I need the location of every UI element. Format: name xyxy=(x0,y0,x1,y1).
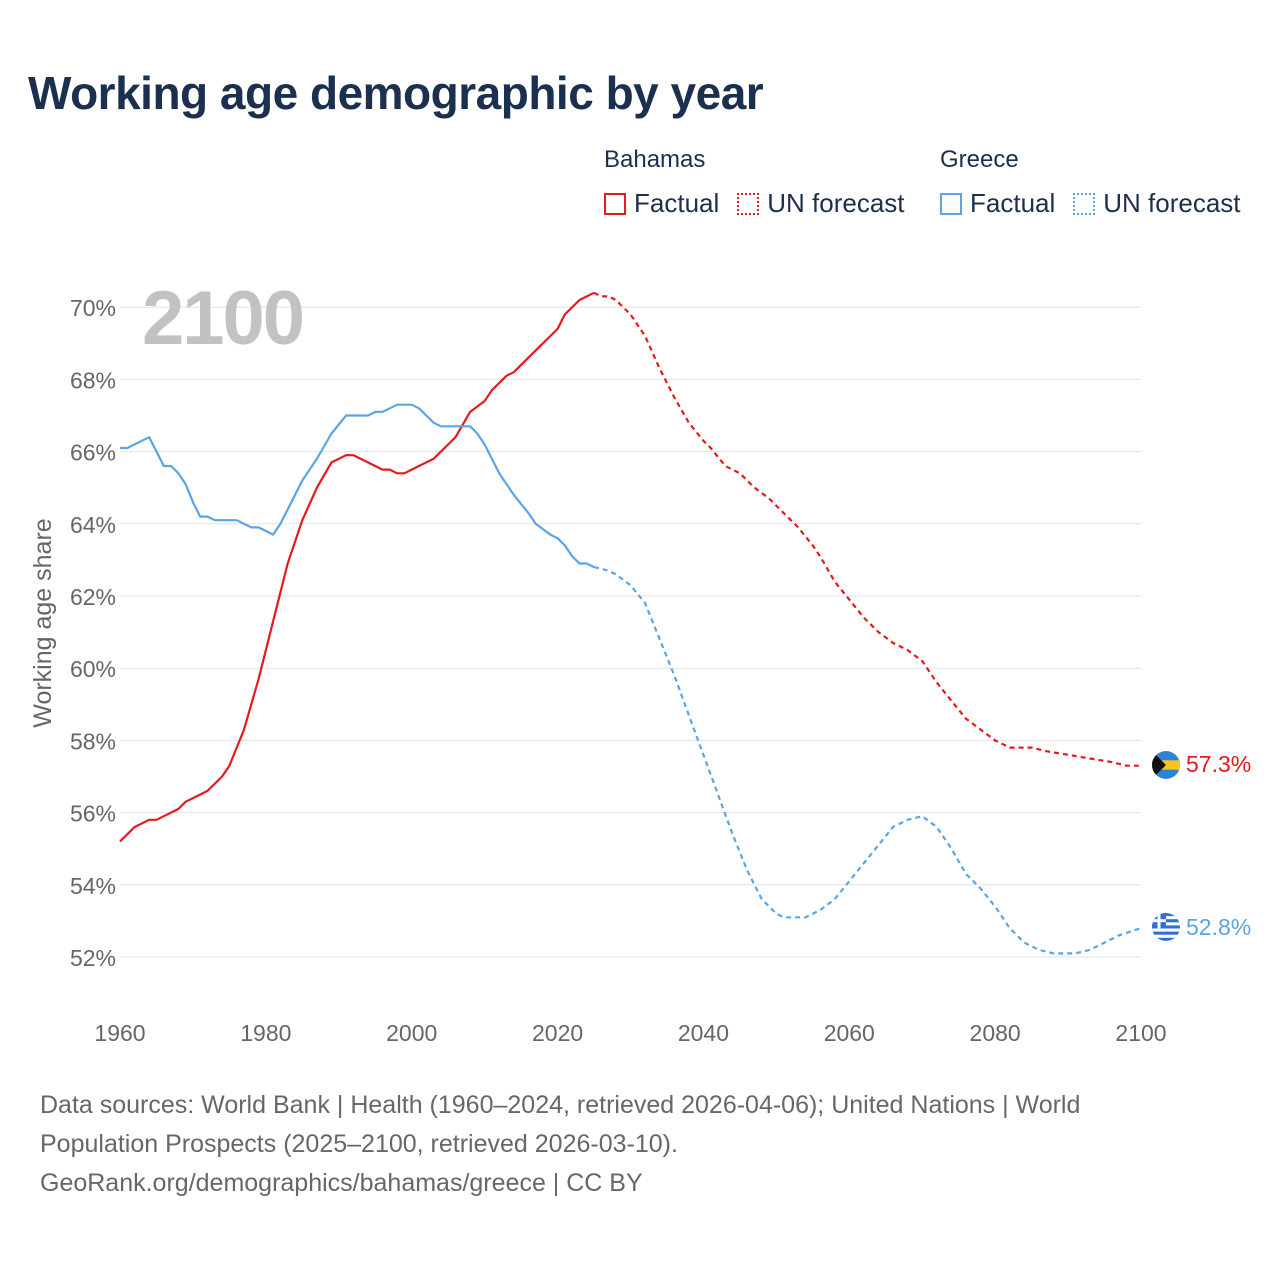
y-axis-label: Working age share xyxy=(29,518,57,727)
y-tick-label: 56% xyxy=(70,801,116,827)
legend-swatch-dotted-icon xyxy=(1073,192,1096,215)
y-tick-label: 70% xyxy=(70,295,116,321)
y-tick-label: 60% xyxy=(70,656,116,682)
legend-group-greece: Greece Factual UN forecast xyxy=(940,146,1259,219)
y-tick-label: 58% xyxy=(70,728,116,754)
end-label-greece: 52.8% xyxy=(1186,914,1251,940)
chart-title: Working age demographic by year xyxy=(28,67,764,119)
x-tick-label: 2040 xyxy=(678,1020,729,1046)
x-tick-label: 2020 xyxy=(532,1020,583,1046)
legend-country-greece: Greece xyxy=(940,146,1019,173)
legend-label: Factual xyxy=(970,188,1056,218)
series-line-bahamas-factual[interactable] xyxy=(119,291,595,843)
legend-country-bahamas: Bahamas xyxy=(604,146,706,173)
greece-flag-icon xyxy=(1152,913,1180,941)
source-link[interactable]: GeoRank.org/demographics/bahamas/greece … xyxy=(40,1169,643,1197)
y-tick-label: 64% xyxy=(70,512,116,538)
end-label-bahamas: 57.3% xyxy=(1186,751,1251,777)
legend-greece-forecast[interactable]: UN forecast xyxy=(1073,188,1241,219)
x-tick-label: 2060 xyxy=(824,1020,875,1046)
bahamas-flag-icon xyxy=(1152,751,1180,779)
legend-swatch-solid-icon xyxy=(604,192,626,215)
legend-swatch-solid-icon xyxy=(940,192,962,215)
y-tick-label: 68% xyxy=(70,367,116,393)
legend-label: Factual xyxy=(634,188,720,218)
series-line-bahamas-forecast[interactable] xyxy=(593,291,1141,767)
x-tick-label: 1980 xyxy=(240,1020,291,1046)
legend-group-bahamas: Bahamas Factual UN forecast xyxy=(604,146,923,219)
x-tick-label: 2080 xyxy=(970,1020,1021,1046)
y-tick-label: 62% xyxy=(70,584,116,610)
data-sources: Data sources: World Bank | Health (1960–… xyxy=(40,1086,1220,1203)
x-tick-label: 1960 xyxy=(94,1020,145,1046)
legend-swatch-dotted-icon xyxy=(737,192,760,215)
legend-label: UN forecast xyxy=(1103,188,1241,218)
x-tick-label: 2100 xyxy=(1115,1020,1166,1046)
source-line: Population Prospects (2025–2100, retriev… xyxy=(40,1130,678,1158)
y-tick-label: 52% xyxy=(70,945,116,971)
legend-greece-factual[interactable]: Factual xyxy=(940,188,1055,219)
y-tick-label: 54% xyxy=(70,873,116,899)
series-line-greece-forecast[interactable] xyxy=(593,566,1142,955)
source-line: Data sources: World Bank | Health (1960–… xyxy=(40,1091,1081,1119)
x-tick-label: 2000 xyxy=(386,1020,437,1046)
legend-bahamas-forecast[interactable]: UN forecast xyxy=(737,188,905,219)
year-watermark: 2100 xyxy=(142,276,303,361)
legend-bahamas-factual[interactable]: Factual xyxy=(604,188,719,219)
legend-label: UN forecast xyxy=(767,188,905,218)
y-tick-label: 66% xyxy=(70,440,116,466)
series-line-greece-factual[interactable] xyxy=(120,403,595,569)
